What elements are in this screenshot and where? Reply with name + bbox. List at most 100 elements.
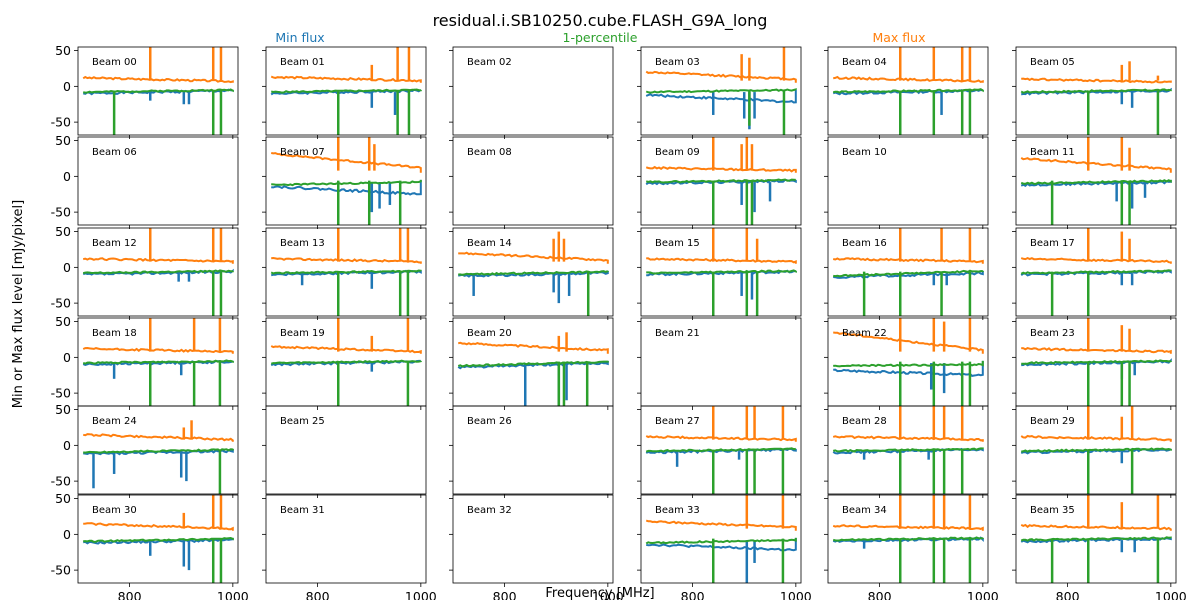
beam-label: Beam 33 (655, 505, 700, 516)
x-tick-label: 1000 (592, 589, 624, 600)
panel-data (646, 228, 797, 316)
panel-beam-09: Beam 09 (637, 136, 802, 229)
panel-beam-23: Beam 23 (1012, 317, 1177, 410)
panel-data (271, 137, 422, 225)
beam-label: Beam 27 (655, 416, 700, 427)
beam-label: Beam 05 (1030, 57, 1075, 68)
beam-label: Beam 10 (842, 147, 887, 158)
panel-data (82, 47, 234, 135)
panel-frame (77, 227, 239, 317)
panel-beam-08: Beam 08 (449, 136, 614, 229)
min-flux-line (271, 179, 422, 196)
y-tick-label: 50 (55, 43, 71, 58)
beam-label: Beam 17 (1030, 238, 1075, 249)
min-flux-line (833, 360, 984, 377)
one-percentile-line (1021, 447, 1172, 453)
beam-label: Beam 26 (467, 416, 512, 427)
max-flux-line (271, 152, 422, 173)
max-flux-line (832, 524, 984, 531)
panel-beam-04: Beam 04 (824, 46, 989, 139)
panel-beam-26: Beam 26 (449, 405, 614, 498)
panel-frame (640, 227, 802, 317)
panel-beam-18: Beam 18 50 0 -50 (51, 314, 239, 410)
max-flux-line (1020, 523, 1172, 531)
beam-label: Beam 21 (655, 328, 700, 339)
panel-frame (1015, 494, 1177, 584)
beam-label: Beam 30 (92, 505, 137, 516)
panel-data (270, 228, 422, 316)
panel-data (1020, 495, 1172, 583)
max-flux-line (645, 165, 797, 173)
panel-frame (827, 494, 989, 584)
min-flux-line (457, 360, 609, 370)
panel-data (458, 231, 609, 316)
one-percentile-line (832, 536, 984, 542)
y-tick-label: 50 (55, 224, 71, 239)
panel-beam-11: Beam 11 (1012, 136, 1177, 229)
panel-data (1020, 228, 1172, 316)
one-percentile-line (271, 179, 422, 187)
one-percentile-line (645, 537, 797, 545)
one-percentile-line (645, 178, 796, 184)
beam-label: Beam 08 (467, 147, 512, 158)
beam-label: Beam 11 (1030, 147, 1075, 158)
max-flux-line (83, 257, 234, 264)
panel-frame (265, 136, 427, 226)
panel-data (1020, 406, 1172, 494)
one-percentile-line (1020, 179, 1172, 185)
panel-data (832, 47, 984, 135)
panel-beam-22: Beam 22 (824, 317, 989, 410)
max-flux-line (1020, 257, 1172, 264)
panel-frame (827, 46, 989, 136)
panel-frame (827, 405, 989, 495)
beam-label: Beam 14 (467, 238, 512, 249)
panel-beam-25: Beam 25 (262, 405, 427, 498)
y-tick-label: -50 (51, 115, 71, 130)
beam-label: Beam 16 (842, 238, 887, 249)
beam-label: Beam 31 (280, 505, 325, 516)
panel-data (832, 406, 984, 494)
max-flux-line (832, 257, 984, 264)
beam-label: Beam 22 (842, 328, 887, 339)
panel-frame (827, 227, 989, 317)
y-tick-label: 0 (63, 79, 71, 94)
legend-1-percentile: 1-percentile (563, 30, 638, 45)
one-percentile-line (1020, 536, 1172, 542)
y-tick-label: 0 (63, 438, 71, 453)
panel-beam-31: Beam 31 800 1000 (262, 494, 437, 600)
panel-frame (265, 405, 427, 495)
panel-beam-35: Beam 35 800 1000 (1012, 494, 1187, 600)
beam-label: Beam 29 (1030, 416, 1075, 427)
max-flux-line (645, 519, 797, 531)
y-tick-label: 50 (55, 133, 71, 148)
panel-frame (827, 136, 989, 226)
beam-label: Beam 00 (92, 57, 137, 68)
panel-grid: Beam 00 50 0 -50 Beam 01 Beam 02 Beam 03 Beam 0… (51, 43, 1187, 600)
beam-label: Beam 35 (1030, 505, 1075, 516)
one-percentile-line (833, 88, 984, 94)
panel-frame (1015, 227, 1177, 317)
panel-data (83, 495, 234, 583)
panel-beam-14: Beam 14 (449, 227, 614, 320)
max-flux-line (83, 433, 234, 442)
one-percentile-line (1020, 88, 1172, 94)
one-percentile-line (270, 359, 422, 365)
panel-frame (77, 46, 239, 136)
beam-label: Beam 09 (655, 147, 700, 158)
one-percentile-line (457, 360, 609, 368)
max-flux-line (1021, 347, 1172, 354)
panel-beam-19: Beam 19 (262, 317, 427, 410)
y-tick-label: 50 (55, 402, 71, 417)
panel-beam-30: Beam 30 50 0 -50 800 1000 (51, 491, 249, 600)
panel-data (83, 420, 234, 494)
x-tick-label: 800 (493, 589, 517, 600)
legend-max-flux: Max flux (872, 30, 925, 45)
y-tick-label: 0 (63, 260, 71, 275)
one-percentile-line (270, 269, 422, 275)
max-flux-line (82, 346, 234, 354)
panel-frame (452, 46, 614, 136)
y-tick-label: 0 (63, 169, 71, 184)
max-flux-line (645, 70, 797, 83)
one-percentile-line (645, 447, 796, 453)
